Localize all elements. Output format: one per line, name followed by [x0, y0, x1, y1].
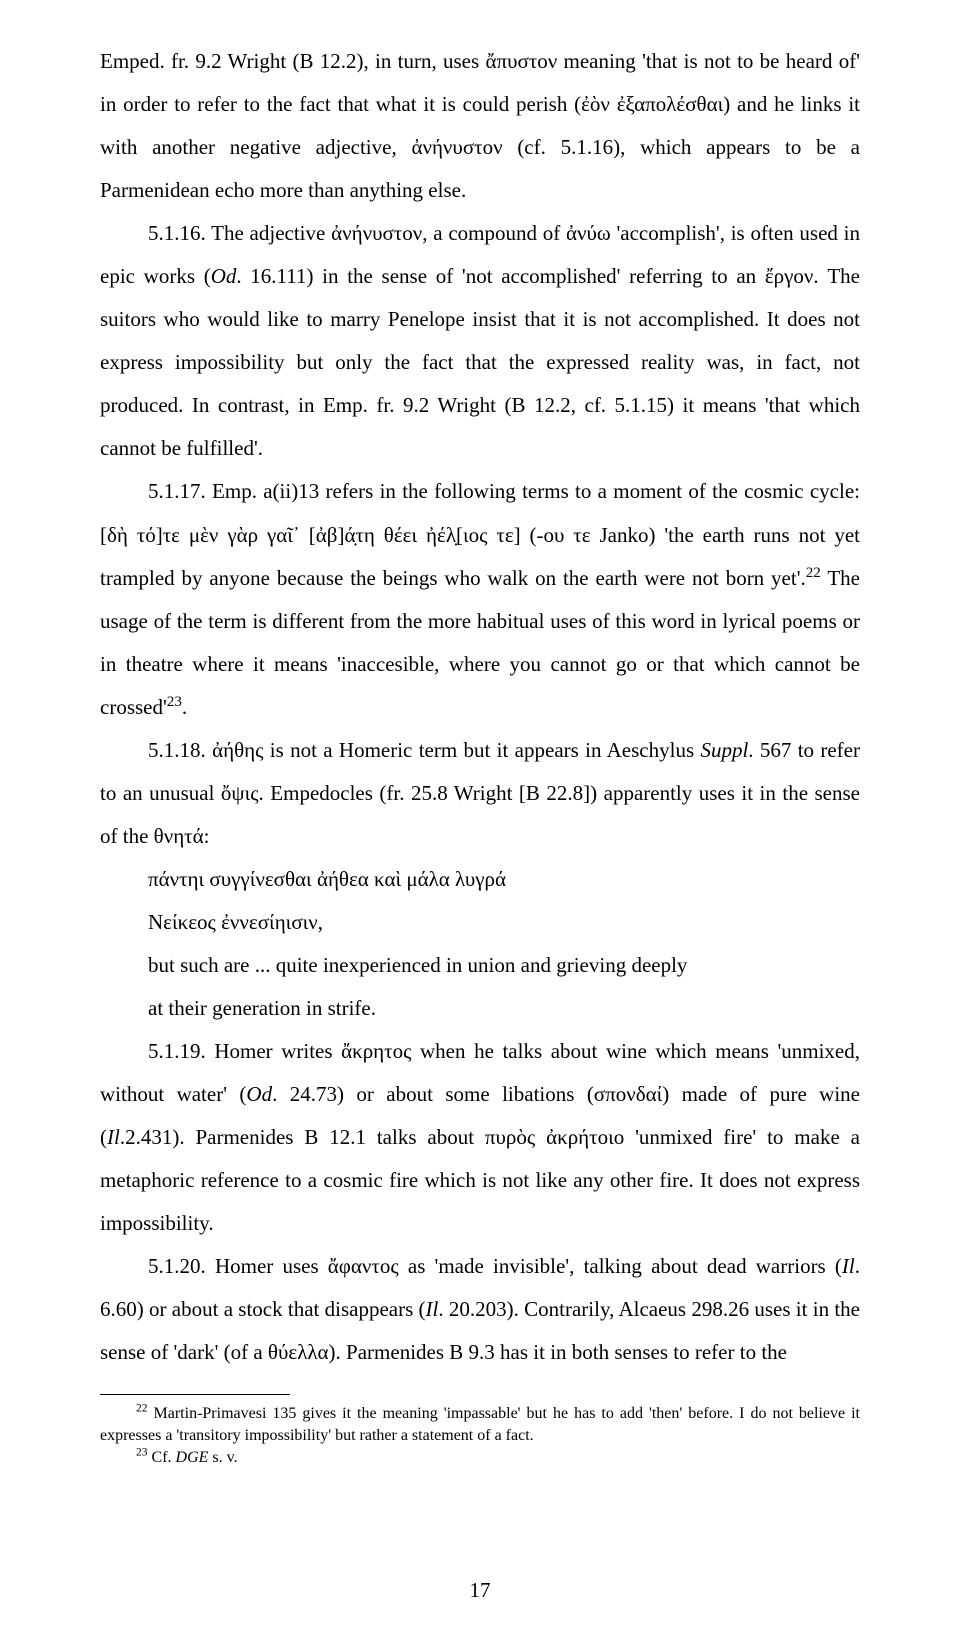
text-run: . 16.111) in the sense of 'not accomplis… — [100, 264, 860, 460]
text-run: 5.1.18. ἀήθης is not a Homeric term but … — [148, 738, 700, 762]
citation-italic: Il — [426, 1297, 439, 1321]
citation-italic: Il — [107, 1125, 120, 1149]
quote-translation-line-1: but such are ... quite inexperienced in … — [100, 944, 860, 987]
text-run: .2.431). Parmenides B 12.1 talks about π… — [100, 1125, 860, 1235]
paragraph-5-1-20: 5.1.20. Homer uses ἄφαντος as 'made invi… — [100, 1245, 860, 1374]
citation-italic: Od — [246, 1082, 272, 1106]
footnote-number: 23 — [136, 1446, 148, 1458]
paragraph-5-1-16: 5.1.16. The adjective ἀνήνυστον, a compo… — [100, 212, 860, 470]
paragraph-5-1-15-cont: Emped. fr. 9.2 Wright (B 12.2), in turn,… — [100, 40, 860, 212]
footnote-text: Cf. — [148, 1449, 176, 1466]
footnote-ref-23: 23 — [167, 694, 182, 710]
text-run: 5.1.17. Emp. a(ii)13 refers in the follo… — [100, 479, 860, 589]
paragraph-5-1-19: 5.1.19. Homer writes ἄκρητος when he tal… — [100, 1030, 860, 1245]
citation-italic: Suppl — [700, 738, 748, 762]
footnote-number: 22 — [136, 1403, 148, 1415]
citation-italic: Od — [211, 264, 237, 288]
quote-greek-line-1: πάντηι συγγίνεσθαι ἀήθεα καὶ μάλα λυγρά — [100, 858, 860, 901]
footnote-ref-22: 22 — [806, 565, 821, 581]
footnote-text: Martin-Primavesi 135 gives it the meanin… — [100, 1405, 860, 1444]
quote-translation-line-2: at their generation in strife. — [100, 987, 860, 1030]
footnote-23: 23 Cf. DGE s. v. — [100, 1447, 860, 1469]
quote-greek-line-2: Νείκεος ἐννεσίηισιν, — [100, 901, 860, 944]
text-run: . — [182, 695, 187, 719]
page-container: Emped. fr. 9.2 Wright (B 12.2), in turn,… — [0, 0, 960, 1643]
paragraph-5-1-18: 5.1.18. ἀήθης is not a Homeric term but … — [100, 729, 860, 858]
footnote-separator — [100, 1394, 290, 1395]
citation-italic: Il — [842, 1254, 855, 1278]
text-run: 5.1.20. Homer uses ἄφαντος as 'made invi… — [148, 1254, 842, 1278]
citation-italic: DGE — [176, 1449, 209, 1466]
page-number: 17 — [0, 1578, 960, 1603]
paragraph-5-1-17: 5.1.17. Emp. a(ii)13 refers in the follo… — [100, 470, 860, 728]
footnote-text: s. v. — [208, 1449, 237, 1466]
footnote-22: 22 Martin-Primavesi 135 gives it the mea… — [100, 1403, 860, 1446]
